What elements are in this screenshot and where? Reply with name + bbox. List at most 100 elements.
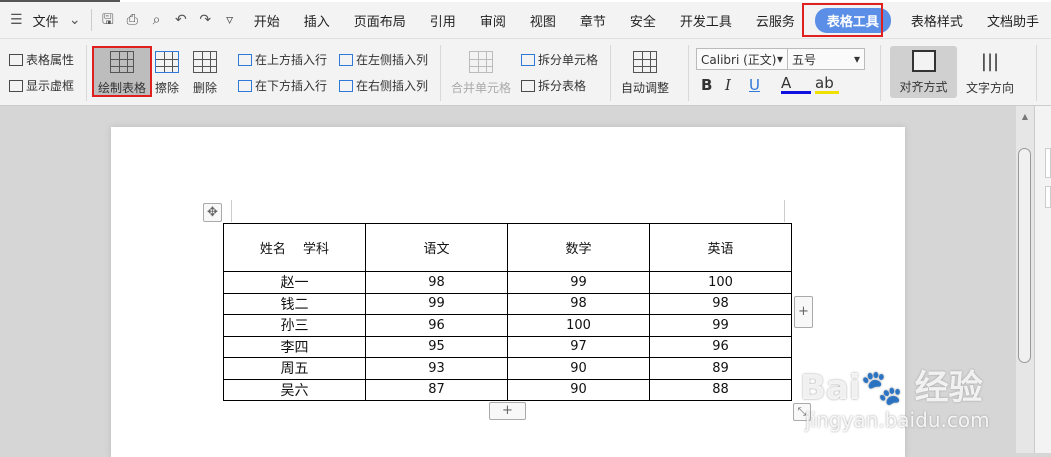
table-cell[interactable]: 吴六 bbox=[223, 378, 366, 401]
table-cell[interactable]: 赵一 bbox=[223, 271, 366, 294]
header-cell[interactable]: 语文 bbox=[365, 223, 508, 272]
tab-review[interactable]: 审阅 bbox=[479, 14, 506, 30]
draw-table-button[interactable]: 绘制表格 bbox=[93, 47, 151, 97]
menu-bar: ☰ 文件 ⌄ 🖫 ⎙ ⌕ ↶ ↷ ▿ 开始 插入 页面布局 引用 审阅 视图 章… bbox=[0, 2, 1051, 38]
tab-view[interactable]: 视图 bbox=[529, 14, 556, 30]
tab-table-tools[interactable]: 表格工具 bbox=[814, 7, 891, 33]
split-cells-icon bbox=[521, 53, 535, 66]
tab-cloud[interactable]: 云服务 bbox=[755, 14, 795, 30]
divider bbox=[610, 45, 611, 101]
insert-row-below-icon bbox=[238, 79, 252, 92]
chevron-down-icon[interactable]: ⌄ bbox=[68, 12, 81, 28]
auto-fit-button[interactable]: 自动调整 bbox=[621, 51, 669, 96]
resize-table-handle[interactable]: ⤡ bbox=[793, 403, 811, 421]
file-menu[interactable]: 文件 bbox=[32, 14, 59, 30]
watermark-url: jingyan.baidu.com bbox=[805, 408, 990, 432]
table-row: 吴六 87 90 88 bbox=[223, 378, 792, 401]
table-cell[interactable]: 95 bbox=[365, 335, 508, 358]
header-cell[interactable]: 姓名 学科 bbox=[223, 223, 366, 272]
divider bbox=[880, 45, 881, 101]
highlight-button[interactable]: ab bbox=[815, 76, 839, 94]
insert-col-right-button[interactable]: 在右侧插入列 bbox=[339, 77, 428, 94]
table-cell[interactable]: 89 bbox=[649, 357, 792, 380]
print-preview-icon[interactable]: ⌕ bbox=[152, 12, 161, 28]
table-cell[interactable]: 88 bbox=[649, 378, 792, 401]
table-cell[interactable]: 钱二 bbox=[223, 292, 366, 315]
eraser-icon bbox=[155, 51, 179, 73]
table-cell[interactable]: 97 bbox=[507, 335, 650, 358]
table-cell[interactable]: 98 bbox=[365, 271, 508, 294]
table-cell[interactable]: 98 bbox=[507, 292, 650, 315]
italic-button[interactable]: I bbox=[725, 76, 731, 94]
table-cell[interactable]: 周五 bbox=[223, 357, 366, 380]
undo-icon[interactable]: ↶ bbox=[175, 12, 187, 28]
underline-button[interactable]: U bbox=[749, 76, 760, 94]
add-column-button[interactable]: + bbox=[794, 296, 813, 328]
redo-icon[interactable]: ↷ bbox=[199, 12, 212, 28]
delete-button[interactable]: 删除 bbox=[193, 51, 217, 96]
font-size-select[interactable]: 五号 ▾ bbox=[787, 48, 865, 70]
panel-field[interactable] bbox=[1045, 186, 1051, 208]
align-button[interactable]: 对齐方式 bbox=[890, 46, 957, 98]
header-cell[interactable]: 数学 bbox=[507, 223, 650, 272]
table-cell[interactable]: 99 bbox=[649, 314, 792, 337]
table-cell[interactable]: 90 bbox=[507, 357, 650, 380]
split-table-button[interactable]: 拆分表格 bbox=[521, 77, 586, 94]
insert-col-left-icon bbox=[339, 53, 353, 66]
text-direction-button[interactable]: ||| 文字方向 bbox=[966, 51, 1015, 95]
tab-developer[interactable]: 开发工具 bbox=[679, 14, 732, 30]
table-cell[interactable]: 98 bbox=[649, 292, 792, 315]
panel-field[interactable] bbox=[1045, 148, 1051, 178]
add-row-button[interactable]: + bbox=[489, 402, 526, 420]
table-cell[interactable]: 李四 bbox=[223, 335, 366, 358]
vertical-scrollbar[interactable]: ▲ bbox=[1016, 106, 1034, 453]
hamburger-icon[interactable]: ☰ bbox=[10, 12, 23, 28]
tab-section[interactable]: 章节 bbox=[579, 14, 606, 30]
table-cell[interactable]: 96 bbox=[649, 335, 792, 358]
print-icon[interactable]: ⎙ bbox=[126, 12, 138, 28]
table-row: 周五 93 90 89 bbox=[223, 357, 792, 380]
erase-button[interactable]: 擦除 bbox=[155, 51, 179, 96]
tab-page-layout[interactable]: 页面布局 bbox=[353, 14, 406, 30]
table-row: 赵一 98 99 100 bbox=[223, 271, 792, 294]
header-cell[interactable]: 英语 bbox=[649, 223, 792, 272]
tab-home[interactable]: 开始 bbox=[253, 14, 280, 30]
scroll-up-arrow-icon[interactable]: ▲ bbox=[1021, 112, 1029, 121]
auto-fit-icon bbox=[633, 51, 657, 73]
insert-row-above-button[interactable]: 在上方插入行 bbox=[238, 51, 327, 68]
tab-table-style[interactable]: 表格样式 bbox=[910, 14, 963, 30]
scrollbar-thumb[interactable] bbox=[1018, 148, 1031, 363]
margin-mark bbox=[784, 200, 785, 222]
insert-col-left-button[interactable]: 在左侧插入列 bbox=[339, 51, 428, 68]
font-name-select[interactable]: Calibri (正文) ▾ bbox=[696, 48, 788, 70]
customize-icon[interactable]: ▿ bbox=[226, 12, 234, 28]
table-cell[interactable]: 99 bbox=[507, 271, 650, 294]
divider bbox=[688, 45, 689, 101]
format-buttons: B I U A ab bbox=[701, 76, 839, 94]
show-gridlines-button[interactable]: 显示虚框 bbox=[9, 77, 74, 94]
table-cell[interactable]: 100 bbox=[507, 314, 650, 337]
table-cell[interactable]: 96 bbox=[365, 314, 508, 337]
bold-button[interactable]: B bbox=[701, 76, 713, 94]
tab-security[interactable]: 安全 bbox=[629, 14, 656, 30]
table-cell[interactable]: 93 bbox=[365, 357, 508, 380]
save-icon[interactable]: 🖫 bbox=[101, 12, 114, 28]
insert-row-above-icon bbox=[238, 53, 252, 66]
tab-doc-assistant[interactable]: 文档助手 bbox=[986, 14, 1039, 30]
table-cell[interactable]: 100 bbox=[649, 271, 792, 294]
merge-cells-button[interactable]: 合并单元格 bbox=[451, 51, 511, 96]
tab-insert[interactable]: 插入 bbox=[303, 14, 330, 30]
table-cell[interactable]: 孙三 bbox=[223, 314, 366, 337]
table-cell[interactable]: 99 bbox=[365, 292, 508, 315]
table-properties-button[interactable]: 表格属性 bbox=[9, 51, 74, 68]
table-cell[interactable]: 87 bbox=[365, 378, 508, 401]
tab-references[interactable]: 引用 bbox=[429, 14, 456, 30]
font-color-button[interactable]: A bbox=[781, 76, 811, 94]
text-direction-icon: ||| bbox=[980, 51, 1000, 72]
delete-table-icon bbox=[193, 51, 217, 73]
table-cell[interactable]: 90 bbox=[507, 378, 650, 401]
dropdown-arrow-icon: ▾ bbox=[776, 52, 783, 66]
insert-row-below-button[interactable]: 在下方插入行 bbox=[238, 77, 327, 94]
split-cells-button[interactable]: 拆分单元格 bbox=[521, 51, 598, 68]
table-move-handle[interactable]: ✥ bbox=[203, 203, 222, 222]
